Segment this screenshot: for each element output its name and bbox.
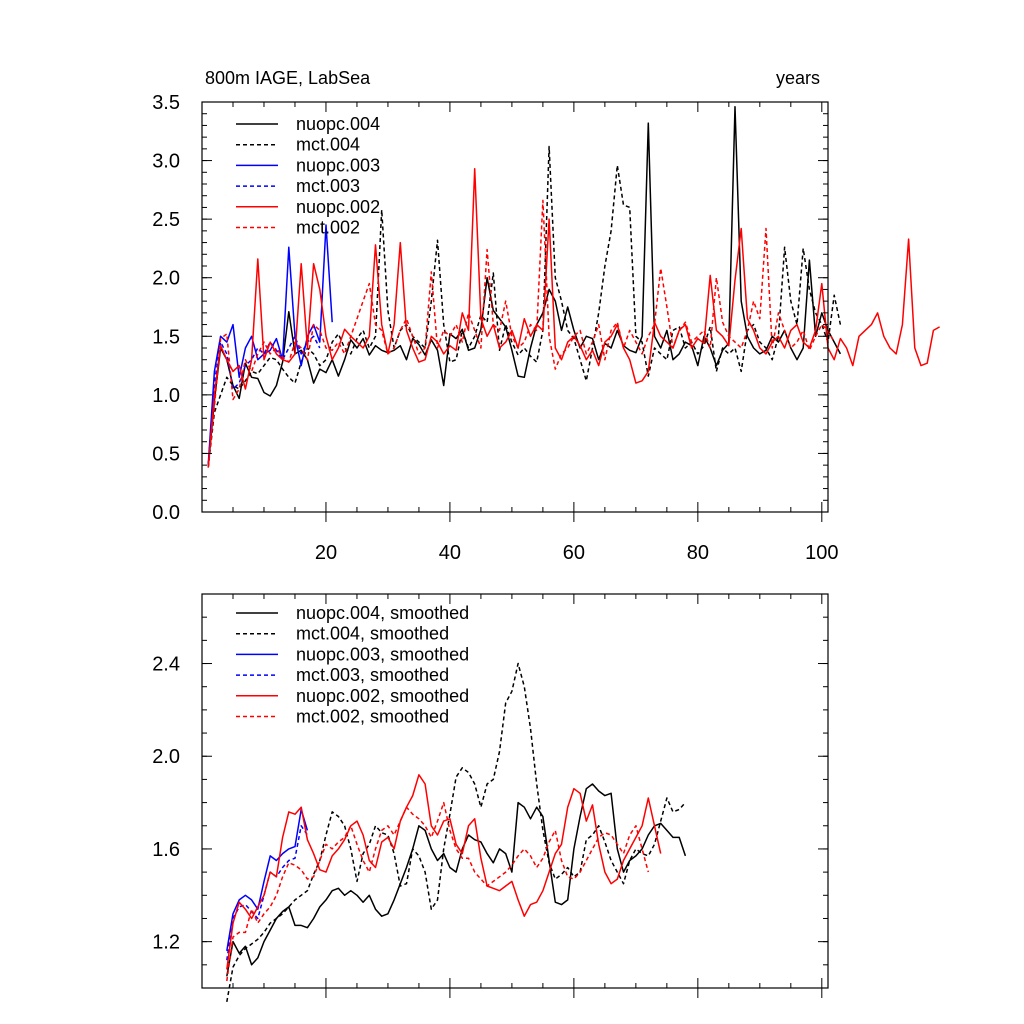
top-series-line-5 [207,168,940,468]
top-y-tick-label: 3.0 [152,151,180,173]
top-plot-area [207,105,940,468]
bottom-axis-ticks: 1.2 1.6 2.0 2.4 [152,593,828,998]
top-x-tick-label: 40 [439,542,461,564]
top-series-line-1 [207,105,842,468]
top-x-tick-label: 60 [563,542,585,564]
top-legend-label-2: mct.004 [296,135,360,155]
top-x-tick-label: 100 [805,542,838,564]
bottom-plot-area [226,662,687,1003]
bottom-legend-label-3: nuopc.003, smoothed [296,644,469,664]
bottom-y-tick-label: 2.0 [152,746,180,768]
top-legend-label-1: nuopc.004 [296,114,380,134]
top-panel: 800m IAGE, LabSea years 20 40 60 80 100 0.0 0.… [152,68,940,564]
bottom-series-line-3 [226,808,309,952]
top-y-tick-label: 2.0 [152,268,180,290]
bottom-series-line-5 [226,774,662,970]
top-y-tick-label: 0.0 [152,502,180,524]
top-legend-label-6: mct.002 [296,218,360,238]
bottom-legend-label-6: mct.002, smoothed [296,707,449,727]
top-x-tick-label: 20 [315,542,337,564]
top-series-line-3 [207,224,333,466]
top-y-tick-label: 3.5 [152,92,180,114]
top-series-line-6 [207,199,835,468]
top-title: 800m IAGE, LabSea [205,68,371,88]
top-legend-label-3: nuopc.003 [296,155,380,175]
bottom-y-tick-label: 1.2 [152,932,180,954]
top-legend: nuopc.004mct.004nuopc.003mct.003nuopc.00… [236,114,380,238]
bottom-legend-label-4: mct.003, smoothed [296,665,449,685]
top-series-line-4 [207,335,321,466]
top-y-tick-label: 1.5 [152,326,180,348]
bottom-series-line-6 [226,801,650,982]
top-x-tick-label: 80 [687,542,709,564]
bottom-y-tick-label: 1.6 [152,839,180,861]
top-legend-label-5: nuopc.002 [296,197,380,217]
top-y-tick-label: 0.5 [152,443,180,465]
bottom-series-line-4 [226,825,309,961]
bottom-y-tick-label: 2.4 [152,654,180,676]
bottom-legend-label-2: mct.004, smoothed [296,624,449,644]
bottom-legend-label-5: nuopc.002, smoothed [296,686,469,706]
top-y-tick-label: 1.0 [152,385,180,407]
top-y-tick-label: 2.5 [152,209,180,231]
bottom-series-line-1 [226,783,687,977]
top-frame [201,101,829,513]
top-legend-label-4: mct.003 [296,176,360,196]
bottom-frame [201,593,829,989]
bottom-panel: 1.2 1.6 2.0 2.4 nuopc.004, smoothedmct.004,… [152,593,829,1003]
top-axis-ticks: 20 40 60 80 100 0.0 0.5 1.0 1.5 2.0 2.5 3.0 3.5 [152,92,838,564]
top-title-right: years [776,68,820,88]
bottom-legend-label-1: nuopc.004, smoothed [296,603,469,623]
top-series-line-2 [207,145,842,468]
